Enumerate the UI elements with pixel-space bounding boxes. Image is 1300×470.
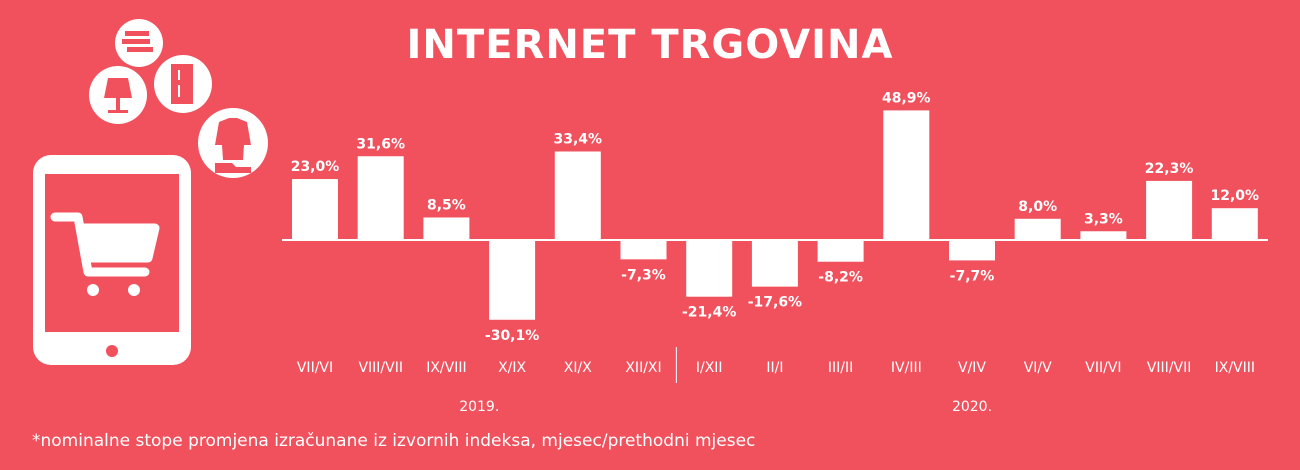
bar [1211, 208, 1258, 240]
data-label: -8,2% [818, 270, 863, 286]
chart-title: INTERNET TRGOVINA [406, 22, 894, 68]
bar [423, 217, 470, 240]
bar [620, 240, 667, 260]
bar [686, 240, 733, 297]
data-label: 48,9% [882, 90, 931, 106]
category-tick-label: VI/V [1024, 360, 1052, 376]
data-label: -21,4% [682, 305, 736, 321]
category-tick-label: IX/VIII [1215, 360, 1255, 376]
data-label: 8,5% [427, 197, 466, 213]
bar [554, 151, 601, 240]
footnote: *nominalne stope promjena izračunane iz … [32, 431, 756, 451]
shopping-illustration [33, 19, 268, 365]
category-tick-label: II/I [766, 360, 783, 376]
category-tick-label: III/II [828, 360, 853, 376]
category-tick-label: VIII/VII [1147, 360, 1192, 376]
category-tick-label: V/IV [958, 360, 986, 376]
data-label: -30,1% [485, 328, 539, 344]
bar [1080, 231, 1127, 240]
bar [751, 240, 798, 287]
bar [883, 110, 930, 240]
year-label: 2020. [952, 399, 992, 415]
category-tick-label: X/IX [498, 360, 526, 376]
category-tick-label: I/XII [696, 360, 723, 376]
bar [357, 156, 404, 240]
data-label: 12,0% [1211, 188, 1260, 204]
category-tick-label: VIII/VII [358, 360, 403, 376]
data-label: 22,3% [1145, 161, 1194, 177]
shopping-cart-icon [50, 212, 160, 296]
bar [489, 240, 536, 320]
bar [292, 179, 338, 240]
data-label: 33,4% [554, 131, 603, 147]
books-icon [115, 19, 163, 67]
category-tick-label: IV/III [891, 360, 922, 376]
category-tick-label: XI/X [564, 360, 592, 376]
bar [817, 240, 864, 262]
category-tick-label: VII/VI [1085, 360, 1121, 376]
year-label: 2019. [459, 399, 499, 415]
lamp-icon [89, 66, 147, 124]
data-label: 3,3% [1084, 211, 1123, 227]
data-label: -7,7% [950, 268, 995, 284]
category-tick-label: XII/XI [625, 360, 661, 376]
bar [1146, 180, 1193, 240]
data-label: 8,0% [1018, 199, 1057, 215]
data-label: -7,3% [621, 267, 666, 283]
fridge-icon [154, 55, 212, 113]
bar [949, 240, 995, 261]
data-label: 31,6% [356, 136, 405, 152]
category-tick-label: IX/VIII [426, 360, 466, 376]
clothes-shoes-icon [198, 108, 268, 178]
category-tick-label: VII/VI [297, 360, 333, 376]
data-label: 23,0% [291, 159, 340, 175]
bar [1014, 218, 1061, 240]
data-label: -17,6% [748, 295, 802, 311]
